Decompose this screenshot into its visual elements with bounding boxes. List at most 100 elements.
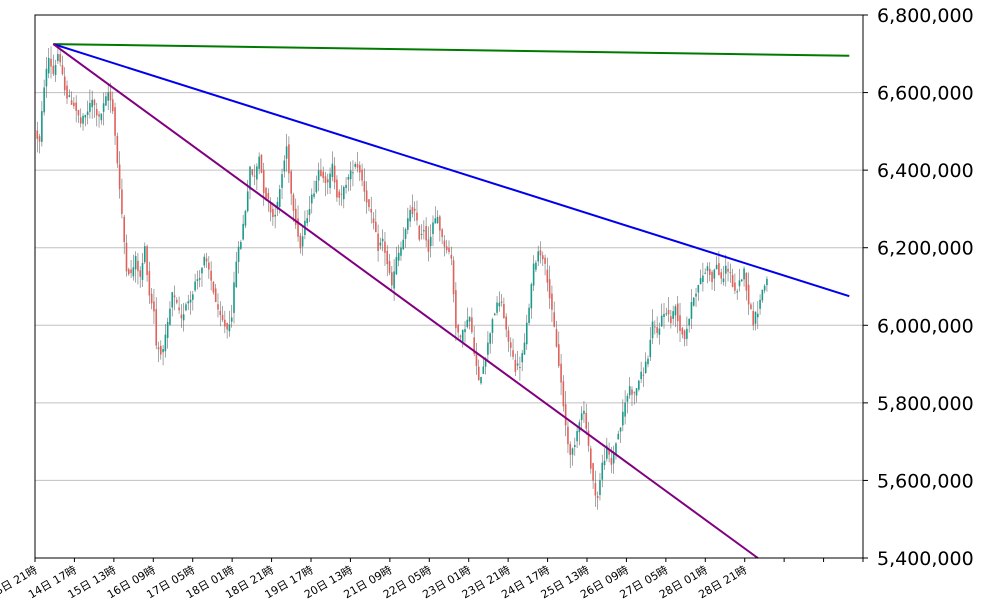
candle-body	[553, 312, 556, 327]
candle	[288, 136, 290, 184]
candle	[221, 305, 224, 322]
candle	[139, 266, 142, 288]
candle	[523, 333, 526, 355]
candle-body	[651, 321, 654, 339]
candle	[468, 316, 471, 330]
candle	[196, 270, 199, 290]
candle-body	[226, 323, 228, 330]
candle-body	[54, 65, 57, 76]
candle-body	[320, 169, 322, 177]
candle-body	[590, 448, 592, 469]
candle	[365, 181, 368, 214]
candle	[146, 244, 148, 282]
candle-body	[272, 208, 274, 218]
candle-body	[141, 263, 144, 280]
candle	[457, 323, 459, 340]
candle-body	[448, 247, 450, 252]
candle	[574, 437, 576, 456]
candle-body	[633, 391, 636, 393]
candle-body	[679, 315, 681, 331]
candle	[36, 121, 39, 153]
candle	[670, 309, 672, 329]
candle	[63, 67, 66, 96]
candle-body	[695, 293, 697, 297]
candle-body	[466, 319, 469, 328]
candle	[134, 251, 137, 283]
candle	[418, 224, 421, 242]
candle-body	[315, 180, 318, 193]
candle-body	[699, 278, 702, 285]
candle	[448, 240, 450, 255]
candle-body	[585, 412, 588, 429]
candle-body	[429, 236, 432, 247]
candle-body	[727, 268, 729, 272]
candle	[427, 226, 430, 262]
candle-body	[546, 269, 549, 283]
candle-body	[702, 275, 704, 283]
candle-body	[244, 210, 247, 226]
candle-body	[192, 294, 194, 300]
candle-body	[740, 279, 743, 282]
candle	[555, 320, 558, 348]
candle	[617, 430, 620, 440]
candle	[402, 227, 405, 251]
candle	[688, 318, 690, 333]
candle-body	[358, 165, 361, 173]
candle	[345, 177, 347, 194]
candle	[560, 354, 562, 396]
candle	[450, 246, 453, 266]
candle	[553, 301, 556, 328]
candle	[532, 255, 535, 292]
candle-body	[525, 322, 528, 345]
candle-body	[482, 366, 485, 374]
candle	[41, 101, 43, 147]
candle	[740, 278, 743, 282]
candle-body	[484, 358, 487, 367]
candle	[411, 194, 414, 218]
candle	[690, 289, 693, 330]
candle-body	[688, 318, 690, 326]
candle	[118, 151, 121, 199]
candle-body	[91, 99, 93, 108]
candle	[294, 198, 297, 229]
candle-body	[612, 453, 615, 464]
candle	[519, 356, 521, 381]
candle-body	[507, 330, 510, 342]
candle	[672, 305, 674, 325]
candle	[164, 324, 167, 358]
candle-body	[761, 289, 764, 301]
candle	[391, 265, 393, 293]
candle-body	[189, 299, 192, 303]
candle-body	[493, 313, 496, 316]
candle-body	[111, 99, 114, 112]
candle-body	[326, 179, 329, 183]
candle-body	[564, 404, 567, 426]
candle	[407, 207, 409, 235]
candle-body	[276, 201, 279, 210]
candle	[340, 185, 343, 206]
candle-body	[418, 225, 421, 240]
candle	[681, 326, 684, 339]
candle-body	[150, 293, 153, 304]
candle-body	[130, 269, 132, 274]
candle	[208, 256, 210, 279]
candle	[224, 310, 226, 334]
candle	[683, 329, 686, 347]
candle-body	[660, 315, 663, 327]
candle	[107, 83, 109, 111]
candle	[505, 313, 507, 338]
candle	[747, 272, 750, 316]
candle	[697, 284, 700, 301]
candle	[622, 399, 624, 432]
candle-body	[718, 263, 720, 276]
candle	[628, 377, 631, 399]
candle-body	[619, 427, 622, 432]
candle-body	[420, 233, 423, 235]
candle	[354, 161, 357, 169]
candle-body	[178, 307, 180, 311]
candle-body	[139, 270, 142, 277]
candle-body	[503, 303, 505, 319]
candle-body	[340, 193, 343, 195]
